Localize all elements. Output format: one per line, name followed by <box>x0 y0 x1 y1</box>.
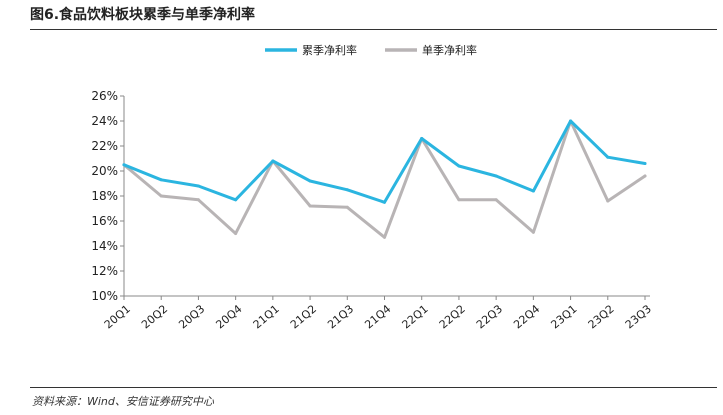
data-point-s1-10 <box>494 198 498 202</box>
data-point-s0-13 <box>606 155 610 159</box>
x-tick-label: 21Q2 <box>288 302 319 331</box>
x-tick-label: 21Q1 <box>251 302 282 331</box>
data-point-s1-5 <box>308 204 312 208</box>
data-point-s0-2 <box>196 184 200 188</box>
data-point-s0-5 <box>308 179 312 183</box>
y-tick-label: 18% <box>91 189 118 203</box>
y-tick-label: 10% <box>91 289 118 303</box>
data-point-s1-6 <box>345 205 349 209</box>
y-tick-label: 16% <box>91 214 118 228</box>
y-tick-label: 20% <box>91 164 118 178</box>
data-point-s1-14 <box>643 174 647 178</box>
y-tick-label: 12% <box>91 264 118 278</box>
data-point-s1-13 <box>606 199 610 203</box>
data-point-s0-0 <box>122 163 126 167</box>
y-axis: 10% 12% 14% 16% 18% 20% 22% 24% 26% <box>91 89 125 303</box>
data-point-s0-10 <box>494 174 498 178</box>
x-tick-label: 22Q3 <box>474 302 505 331</box>
data-point-s0-6 <box>345 188 349 192</box>
chart-title: 图6.食品饮料板块累季与单季净利率 <box>30 7 256 23</box>
data-point-s1-2 <box>196 198 200 202</box>
x-tick-label: 23Q3 <box>623 302 654 331</box>
data-point-s0-4 <box>271 159 275 163</box>
x-tick-label: 21Q3 <box>325 302 356 331</box>
legend: 累季净利率 单季净利率 <box>265 43 477 57</box>
source-rule <box>30 387 717 388</box>
data-point-s0-7 <box>383 200 386 204</box>
data-point-s0-9 <box>457 164 461 168</box>
x-tick-label: 21Q4 <box>362 302 393 331</box>
x-tick-label: 22Q4 <box>511 302 542 331</box>
source-note: 资料来源：Wind、安信证券研究中心 <box>32 395 214 408</box>
data-point-s1-1 <box>159 194 163 198</box>
y-tick-label: 14% <box>91 239 118 253</box>
data-point-s0-11 <box>531 189 535 193</box>
data-point-s1-7 <box>383 235 386 239</box>
x-axis: 20Q1 20Q2 20Q3 20Q4 21Q1 21Q2 21Q3 21Q4 22Q1 22Q2… <box>102 295 654 331</box>
series-lines <box>122 119 647 239</box>
title-rule <box>30 29 717 30</box>
data-point-s1-11 <box>531 230 535 234</box>
data-point-s1-3 <box>234 232 238 235</box>
x-tick-label: 23Q1 <box>548 302 579 331</box>
x-tick-label: 20Q1 <box>102 302 133 331</box>
x-tick-label: 20Q4 <box>213 302 244 331</box>
net-margin-line-chart: 累季净利率 单季净利率 10% 12% 14% 16% 18% 20% 22% 24% 26% 2… <box>91 43 654 331</box>
data-point-s0-14 <box>643 162 647 165</box>
y-tick-label: 22% <box>91 139 118 153</box>
data-point-s0-8 <box>420 137 424 140</box>
series-line-1 <box>122 119 647 239</box>
x-tick-label: 20Q2 <box>139 302 170 331</box>
data-point-s0-3 <box>234 198 238 202</box>
legend-label-0: 累季净利率 <box>302 43 357 57</box>
x-tick-label: 20Q3 <box>176 302 207 331</box>
data-point-s0-12 <box>569 119 573 123</box>
data-point-s1-9 <box>457 198 461 202</box>
x-tick-label: 22Q2 <box>437 302 468 331</box>
data-point-s0-1 <box>159 178 163 182</box>
x-tick-label: 22Q1 <box>400 302 431 331</box>
y-tick-label: 24% <box>91 114 118 128</box>
legend-label-1: 单季净利率 <box>422 43 477 57</box>
x-tick-label: 23Q2 <box>586 302 617 331</box>
y-tick-label: 26% <box>91 89 118 103</box>
